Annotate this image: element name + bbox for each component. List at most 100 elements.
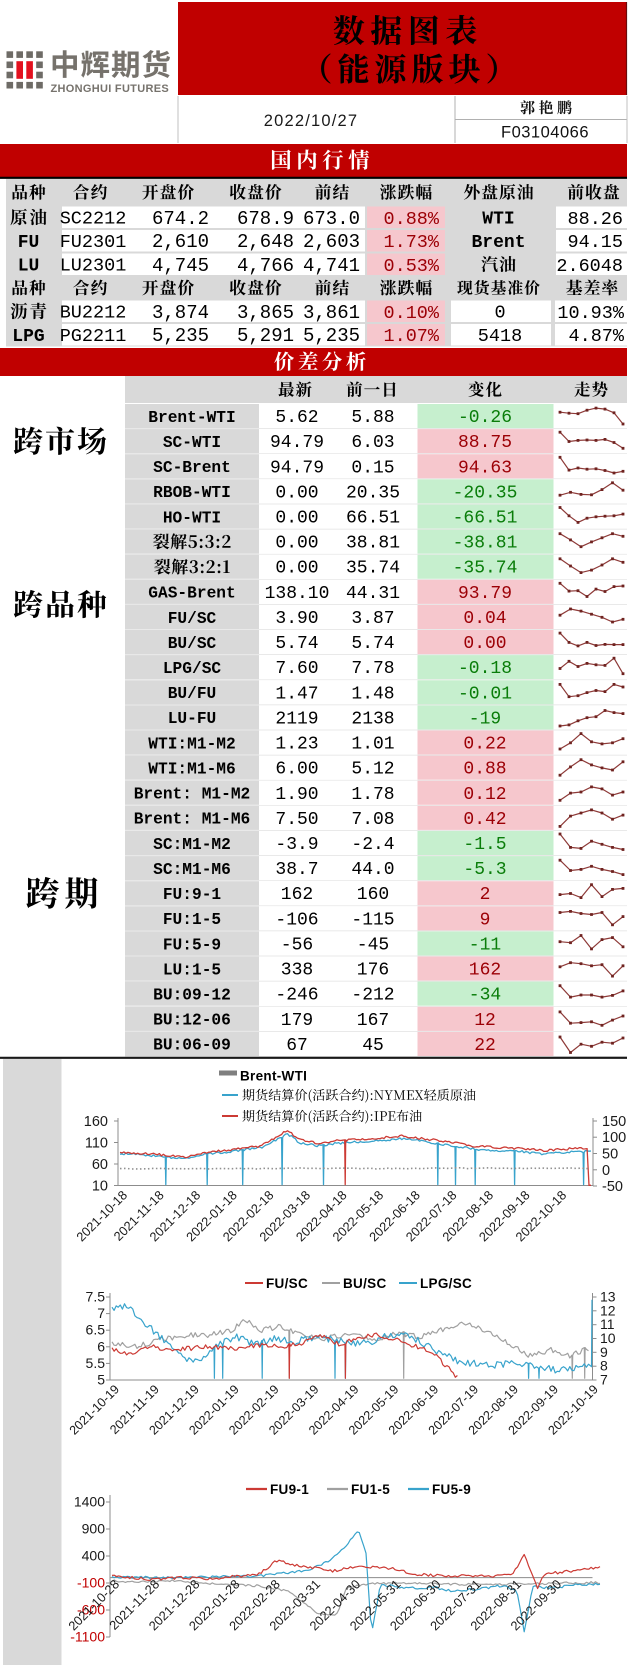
svg-text:2,648: 2,648 xyxy=(237,231,294,253)
svg-text:FU2301: FU2301 xyxy=(60,232,127,253)
svg-text:4.87%: 4.87% xyxy=(568,326,624,347)
svg-text:88.75: 88.75 xyxy=(458,433,512,453)
svg-text:0.88: 0.88 xyxy=(463,760,506,780)
svg-text:4,745: 4,745 xyxy=(152,255,209,277)
svg-text:6: 6 xyxy=(97,1338,105,1354)
svg-text:BU/FU: BU/FU xyxy=(168,685,217,703)
svg-text:38.81: 38.81 xyxy=(346,534,400,554)
svg-text:BU:09-12: BU:09-12 xyxy=(153,987,231,1005)
svg-text:Brent: Brent xyxy=(471,233,525,253)
svg-text:1.78: 1.78 xyxy=(351,785,394,805)
svg-text:FU1-5: FU1-5 xyxy=(351,1482,390,1497)
svg-text:9: 9 xyxy=(600,1344,608,1360)
svg-text:7: 7 xyxy=(600,1372,608,1388)
svg-text:0: 0 xyxy=(494,303,505,324)
svg-text:-35.74: -35.74 xyxy=(453,559,518,579)
svg-text:BU2212: BU2212 xyxy=(60,303,127,324)
svg-text:0.00: 0.00 xyxy=(275,483,318,503)
svg-text:94.15: 94.15 xyxy=(567,232,623,253)
svg-text:38.7: 38.7 xyxy=(275,860,318,880)
svg-text:-0.18: -0.18 xyxy=(458,659,512,679)
svg-text:678.9: 678.9 xyxy=(237,208,294,230)
svg-text:-100: -100 xyxy=(77,1575,105,1591)
svg-text:2119: 2119 xyxy=(275,709,318,729)
svg-text:WTI:M1-M2: WTI:M1-M2 xyxy=(148,735,235,753)
svg-text:SC-Brent: SC-Brent xyxy=(153,459,231,477)
svg-text:-600: -600 xyxy=(77,1602,105,1618)
svg-text:167: 167 xyxy=(357,1011,389,1031)
svg-text:-0.26: -0.26 xyxy=(458,408,512,428)
svg-text:400: 400 xyxy=(82,1548,106,1564)
svg-text:LPG: LPG xyxy=(12,327,44,347)
svg-text:8: 8 xyxy=(600,1358,608,1374)
svg-text:BU:12-06: BU:12-06 xyxy=(153,1012,231,1030)
svg-text:LU-FU: LU-FU xyxy=(168,710,217,728)
svg-text:BU:06-09: BU:06-09 xyxy=(153,1037,231,1055)
svg-text:0.22: 0.22 xyxy=(463,735,506,755)
svg-text:FU/SC: FU/SC xyxy=(266,1276,308,1291)
svg-text:1.73%: 1.73% xyxy=(383,232,439,253)
svg-text:35.74: 35.74 xyxy=(346,559,400,579)
svg-text:7.50: 7.50 xyxy=(275,810,318,830)
svg-text:SC-WTI: SC-WTI xyxy=(163,434,221,452)
svg-text:7.5: 7.5 xyxy=(86,1289,106,1305)
svg-text:-0.01: -0.01 xyxy=(458,684,512,704)
svg-text:1.07%: 1.07% xyxy=(383,326,439,347)
svg-text:0.10%: 0.10% xyxy=(383,303,439,324)
svg-text:5418: 5418 xyxy=(478,326,522,347)
svg-text:94.63: 94.63 xyxy=(458,458,512,478)
svg-text:GAS-Brent: GAS-Brent xyxy=(148,585,235,603)
svg-text:FU: FU xyxy=(18,233,40,253)
svg-text:44.31: 44.31 xyxy=(346,584,400,604)
svg-text:-45: -45 xyxy=(357,936,389,956)
svg-text:WTI: WTI xyxy=(482,209,514,229)
svg-text:0: 0 xyxy=(602,1163,610,1179)
svg-text:4,741: 4,741 xyxy=(303,255,360,277)
svg-text:-66.51: -66.51 xyxy=(453,509,518,529)
svg-text:-3.9: -3.9 xyxy=(275,835,318,855)
svg-text:-34: -34 xyxy=(469,986,501,1006)
svg-text:5.12: 5.12 xyxy=(351,760,394,780)
svg-text:44.0: 44.0 xyxy=(351,860,394,880)
svg-text:Brent-WTI: Brent-WTI xyxy=(240,1069,307,1084)
svg-text:FU:5-9: FU:5-9 xyxy=(163,936,221,954)
svg-text:-246: -246 xyxy=(275,986,318,1006)
svg-text:5,235: 5,235 xyxy=(152,325,209,347)
svg-text:338: 338 xyxy=(281,961,313,981)
svg-text:94.79: 94.79 xyxy=(270,433,324,453)
svg-text:LPG/SC: LPG/SC xyxy=(420,1276,472,1291)
svg-text:67: 67 xyxy=(286,1036,308,1056)
svg-text:0.88%: 0.88% xyxy=(383,209,439,230)
svg-text:LU: LU xyxy=(18,256,40,276)
svg-text:2: 2 xyxy=(480,885,491,905)
svg-text:11: 11 xyxy=(600,1316,615,1332)
svg-text:0.00: 0.00 xyxy=(275,534,318,554)
svg-text:94.79: 94.79 xyxy=(270,458,324,478)
svg-text:5.5: 5.5 xyxy=(86,1355,106,1371)
svg-text:BU/SC: BU/SC xyxy=(168,635,217,653)
svg-text:7: 7 xyxy=(97,1305,105,1321)
svg-text:ZHONGHUI FUTURES: ZHONGHUI FUTURES xyxy=(51,83,169,95)
svg-text:176: 176 xyxy=(357,961,389,981)
svg-text:50: 50 xyxy=(602,1147,618,1163)
svg-text:10: 10 xyxy=(92,1179,108,1195)
svg-text:0.00: 0.00 xyxy=(463,634,506,654)
svg-text:-5.3: -5.3 xyxy=(463,860,506,880)
svg-text:-1100: -1100 xyxy=(70,1629,105,1645)
svg-text:0.04: 0.04 xyxy=(463,609,506,629)
svg-text:1.23: 1.23 xyxy=(275,735,318,755)
svg-text:RBOB-WTI: RBOB-WTI xyxy=(153,484,231,502)
svg-text:93.79: 93.79 xyxy=(458,584,512,604)
svg-text:150: 150 xyxy=(602,1114,626,1130)
svg-text:12: 12 xyxy=(474,1011,496,1031)
svg-text:7.78: 7.78 xyxy=(351,659,394,679)
svg-text:162: 162 xyxy=(469,961,501,981)
svg-text:FU/SC: FU/SC xyxy=(168,610,217,628)
svg-text:2,603: 2,603 xyxy=(303,231,360,253)
svg-text:900: 900 xyxy=(82,1521,106,1537)
svg-text:-115: -115 xyxy=(351,910,394,930)
svg-text:FU:1-5: FU:1-5 xyxy=(163,911,221,929)
svg-text:FU:9-1: FU:9-1 xyxy=(163,886,222,904)
svg-text:-11: -11 xyxy=(469,936,501,956)
svg-text:FU9-1: FU9-1 xyxy=(270,1482,309,1497)
